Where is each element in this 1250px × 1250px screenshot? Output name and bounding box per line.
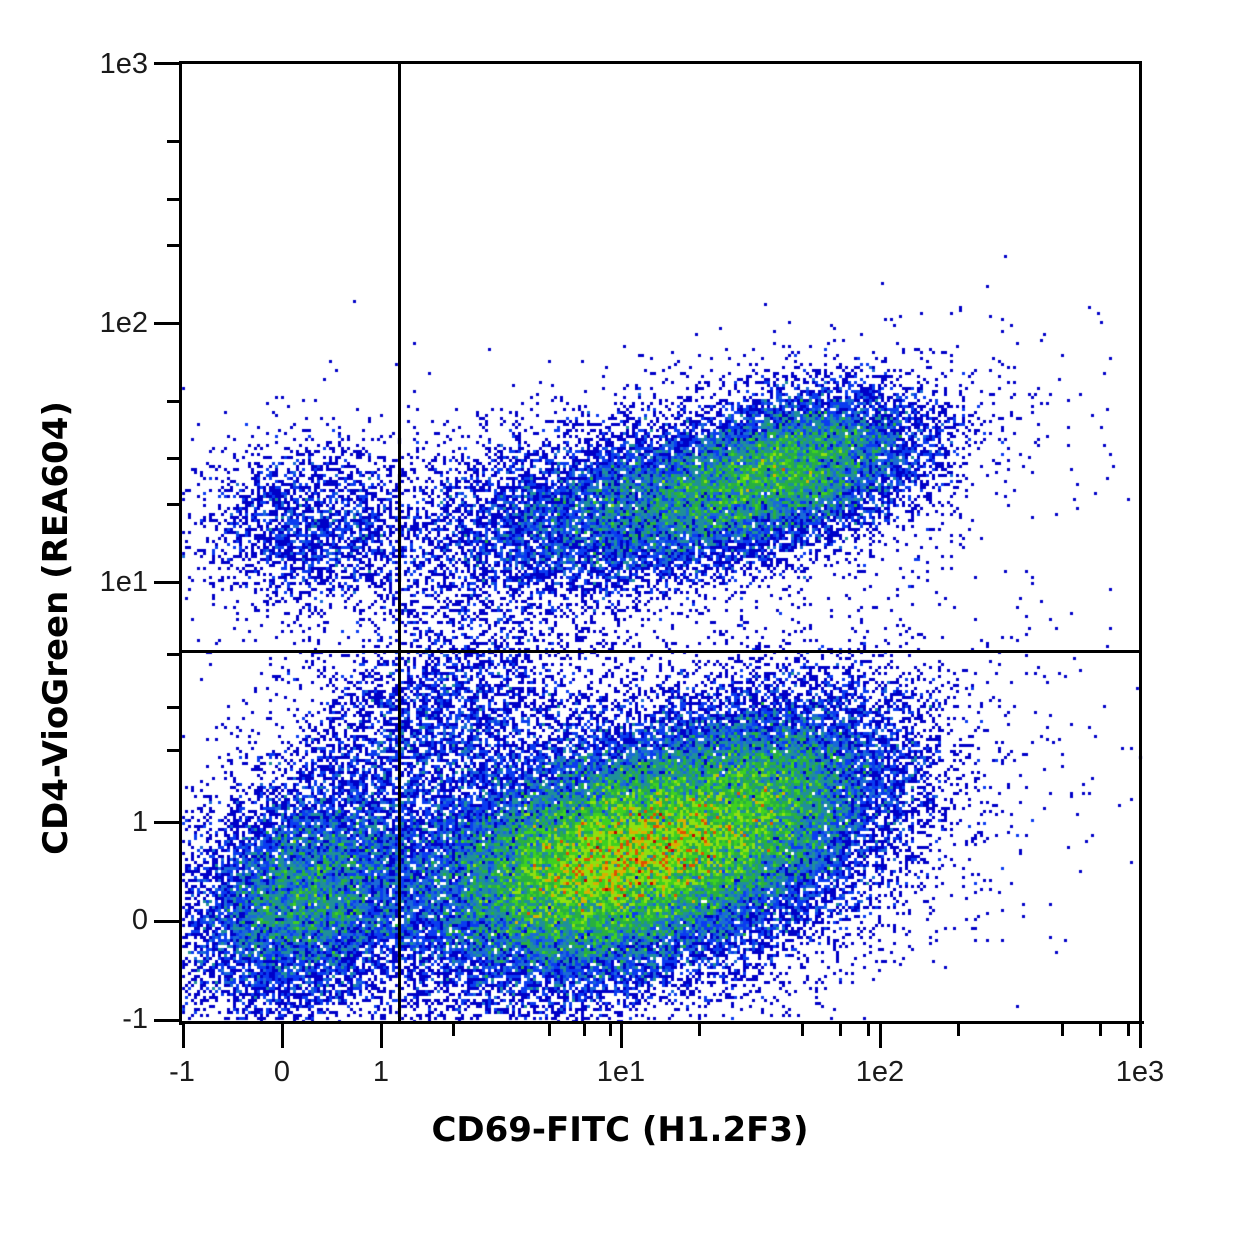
x-tick xyxy=(281,1022,284,1048)
x-tick xyxy=(1098,1022,1102,1036)
y-tick-label: 1e1 xyxy=(99,566,148,598)
x-tick xyxy=(380,1022,383,1048)
x-tick xyxy=(582,1022,586,1036)
y-axis-title: CD4-VioGreen (REA604) xyxy=(36,401,76,855)
y-tick xyxy=(167,197,180,201)
x-tick xyxy=(620,1022,623,1048)
x-tick xyxy=(1139,1022,1142,1048)
x-tick xyxy=(879,1022,882,1048)
x-tick-label: -1 xyxy=(169,1056,195,1088)
y-tick xyxy=(167,653,180,657)
y-tick xyxy=(154,322,180,325)
x-axis-title: CD69-FITC (H1.2F3) xyxy=(0,1110,1250,1150)
x-tick xyxy=(1060,1022,1064,1036)
x-tick xyxy=(547,1022,551,1036)
y-tick xyxy=(167,748,180,752)
quadrant-gate-vertical[interactable] xyxy=(398,61,401,1022)
x-tick xyxy=(697,1022,701,1036)
y-tick xyxy=(167,399,180,403)
y-axis-line xyxy=(179,61,182,1025)
x-tick-label: 1 xyxy=(372,1056,390,1088)
y-tick xyxy=(167,706,180,710)
x-tick xyxy=(182,1022,185,1048)
y-tick xyxy=(154,821,180,824)
x-tick xyxy=(867,1022,871,1036)
x-tick xyxy=(609,1022,613,1036)
y-tick xyxy=(167,503,180,507)
y-tick xyxy=(154,920,180,923)
y-tick-label: 0 xyxy=(131,904,148,936)
y-tick-label: 1e2 xyxy=(99,307,148,339)
x-axis-line xyxy=(181,1021,1144,1024)
x-tick xyxy=(801,1022,805,1036)
y-tick xyxy=(167,243,180,247)
y-tick xyxy=(154,62,180,65)
y-tick xyxy=(167,457,180,461)
y-tick xyxy=(167,140,180,144)
x-tick xyxy=(1127,1022,1131,1036)
quadrant-gate-horizontal[interactable] xyxy=(180,650,1142,653)
y-tick xyxy=(154,581,180,584)
x-axis-title-text: CD69-FITC (H1.2F3) xyxy=(431,1110,809,1150)
x-tick xyxy=(838,1022,842,1036)
y-tick-label: 1e3 xyxy=(99,48,148,80)
y-tick-label: 1 xyxy=(131,806,148,838)
x-tick-label: 1e1 xyxy=(596,1056,646,1088)
x-tick-label: 1e3 xyxy=(1115,1056,1165,1088)
x-tick-label: 0 xyxy=(273,1056,291,1088)
y-tick-label: -1 xyxy=(122,1003,148,1035)
x-tick xyxy=(957,1022,961,1036)
y-tick xyxy=(154,1019,180,1022)
x-tick-label: 1e2 xyxy=(855,1056,905,1088)
x-tick xyxy=(452,1022,456,1036)
